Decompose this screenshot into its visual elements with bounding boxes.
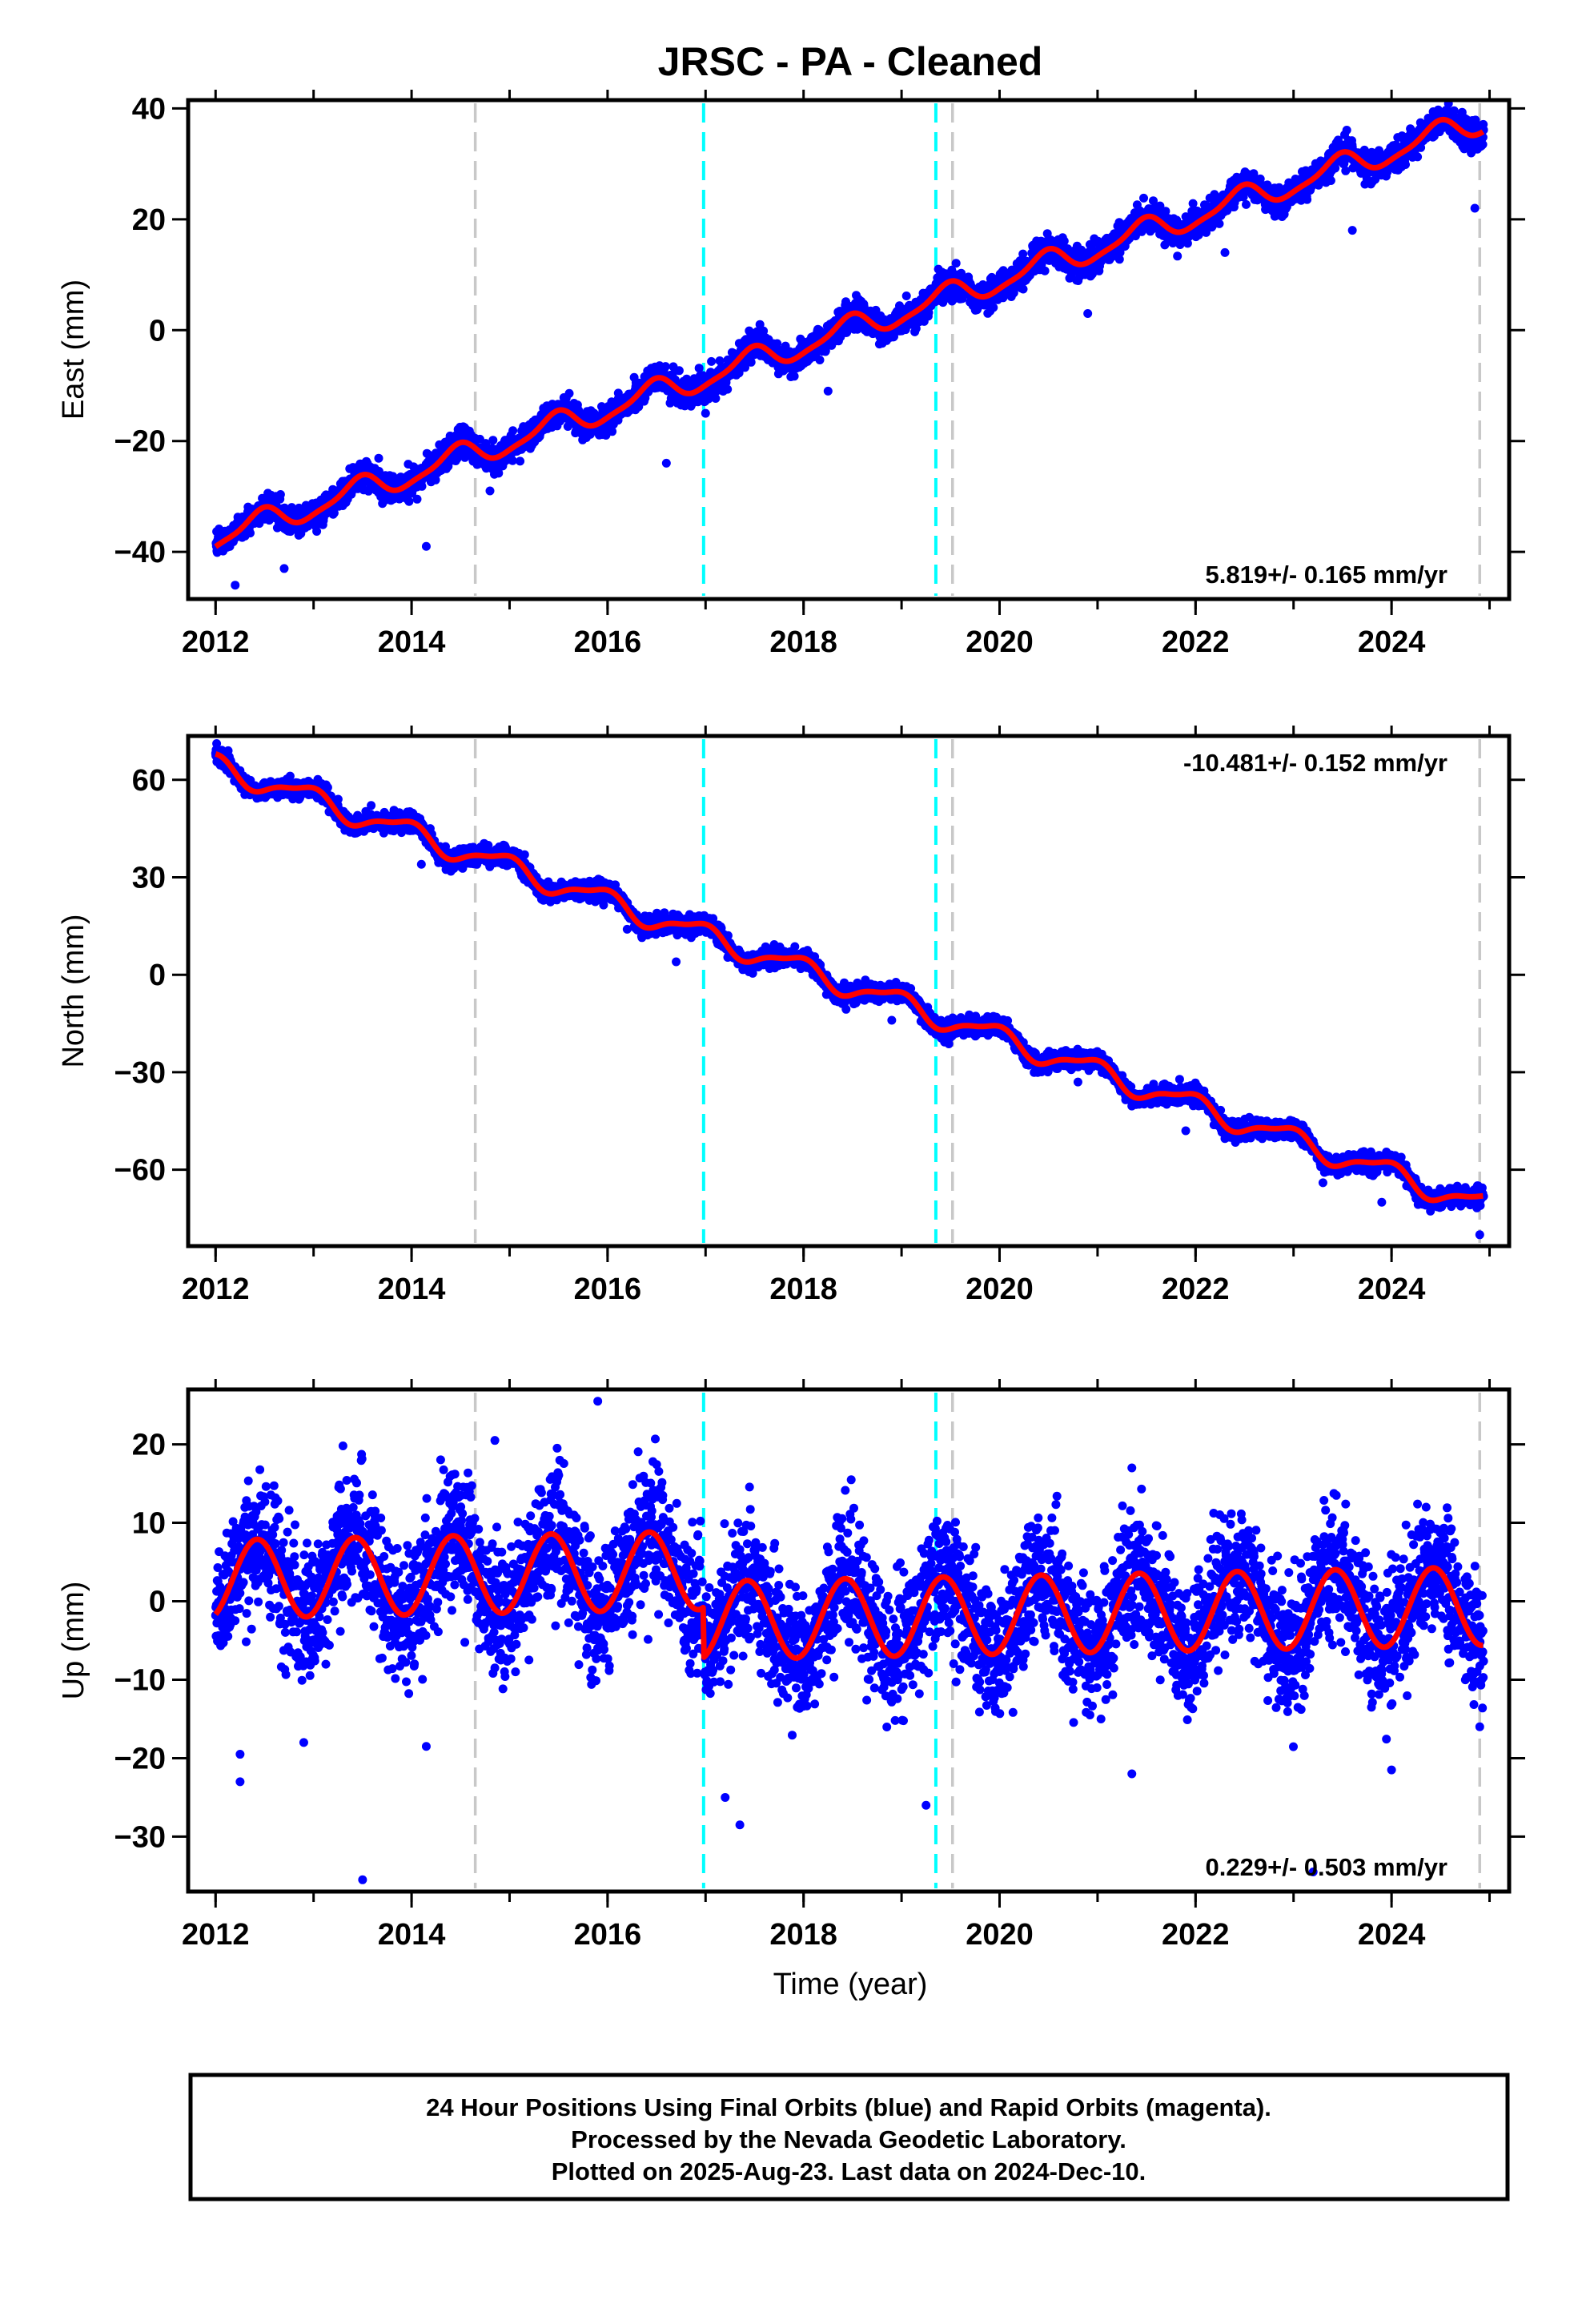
velocity-label: 5.819+/- 0.165 mm/yr xyxy=(1206,561,1447,589)
data-point xyxy=(1215,219,1224,228)
data-point xyxy=(759,326,769,336)
data-point xyxy=(1018,284,1028,294)
event-lines xyxy=(473,103,1482,596)
data-points xyxy=(211,739,1488,1240)
data-point xyxy=(564,388,574,398)
data-point xyxy=(951,259,961,268)
data-point xyxy=(574,405,584,415)
data-point xyxy=(1326,176,1335,185)
data-point xyxy=(1413,152,1423,162)
data-point xyxy=(1059,236,1069,246)
data-point xyxy=(823,386,833,396)
data-point xyxy=(1347,226,1357,235)
data-point xyxy=(508,456,517,465)
data-point xyxy=(901,292,911,300)
data-point xyxy=(421,541,431,551)
data-point xyxy=(1173,251,1182,261)
data-point xyxy=(488,436,498,445)
data-point xyxy=(1083,309,1093,319)
data-point xyxy=(1242,199,1251,209)
y-tick-label: 0 xyxy=(149,314,166,348)
data-point xyxy=(279,564,289,573)
data-point xyxy=(508,426,518,436)
data-point xyxy=(789,372,799,381)
data-point xyxy=(711,394,721,403)
data-point xyxy=(431,475,440,485)
y-tick-label: 20 xyxy=(132,203,166,237)
data-point xyxy=(1342,126,1351,135)
data-point xyxy=(1139,193,1148,203)
y-axis-label: East (mm) xyxy=(57,279,90,420)
x-tick-label: 2012 xyxy=(182,625,250,659)
data-point xyxy=(494,468,504,478)
data-point xyxy=(815,356,825,364)
data-points xyxy=(211,100,1488,590)
data-point xyxy=(1040,266,1050,275)
x-tick-label: 2024 xyxy=(1358,625,1426,659)
data-point xyxy=(661,458,671,468)
data-point xyxy=(404,497,414,506)
data-point xyxy=(1303,195,1312,204)
x-tick-label: 2016 xyxy=(574,625,642,659)
chart-title: JRSC - PA - Cleaned xyxy=(658,39,1043,84)
y-tick-label: −40 xyxy=(114,536,166,569)
x-tick-label: 2014 xyxy=(378,625,446,659)
data-point xyxy=(741,363,749,372)
data-point xyxy=(701,408,710,418)
x-tick-label: 2022 xyxy=(1162,625,1230,659)
data-point xyxy=(755,320,765,329)
data-point xyxy=(746,357,756,367)
data-point xyxy=(821,346,830,356)
data-point xyxy=(704,394,713,404)
data-point xyxy=(275,490,285,499)
data-point xyxy=(1220,247,1230,257)
data-point xyxy=(661,362,670,372)
data-point xyxy=(417,481,427,491)
data-point xyxy=(1401,160,1410,169)
north-panel: 2012 2014 2016 2018 2020 2022 2024−60−3003060N… xyxy=(57,726,1525,1306)
data-point xyxy=(412,494,422,504)
data-point xyxy=(707,356,717,366)
x-tick-label: 2018 xyxy=(769,625,837,659)
data-point xyxy=(989,303,998,312)
data-point xyxy=(694,364,704,373)
y-tick-label: −20 xyxy=(114,425,166,459)
data-point xyxy=(312,527,322,536)
y-tick-label: 40 xyxy=(132,92,166,126)
data-point xyxy=(485,486,495,496)
data-point xyxy=(634,402,644,412)
data-point xyxy=(231,581,240,590)
data-point xyxy=(246,529,255,538)
data-point xyxy=(723,384,733,394)
data-point xyxy=(374,453,383,463)
data-point xyxy=(608,427,617,436)
data-point xyxy=(329,509,339,518)
data-point xyxy=(773,339,782,348)
data-point xyxy=(1470,203,1480,213)
x-tick-label: 2020 xyxy=(966,625,1034,659)
data-point xyxy=(444,461,453,471)
data-point xyxy=(674,366,684,376)
east-panel: 2012 2014 2016 2018 2020 2022 2024 −40 −20 0 20 40 E… xyxy=(57,90,1525,659)
data-point xyxy=(516,456,525,466)
